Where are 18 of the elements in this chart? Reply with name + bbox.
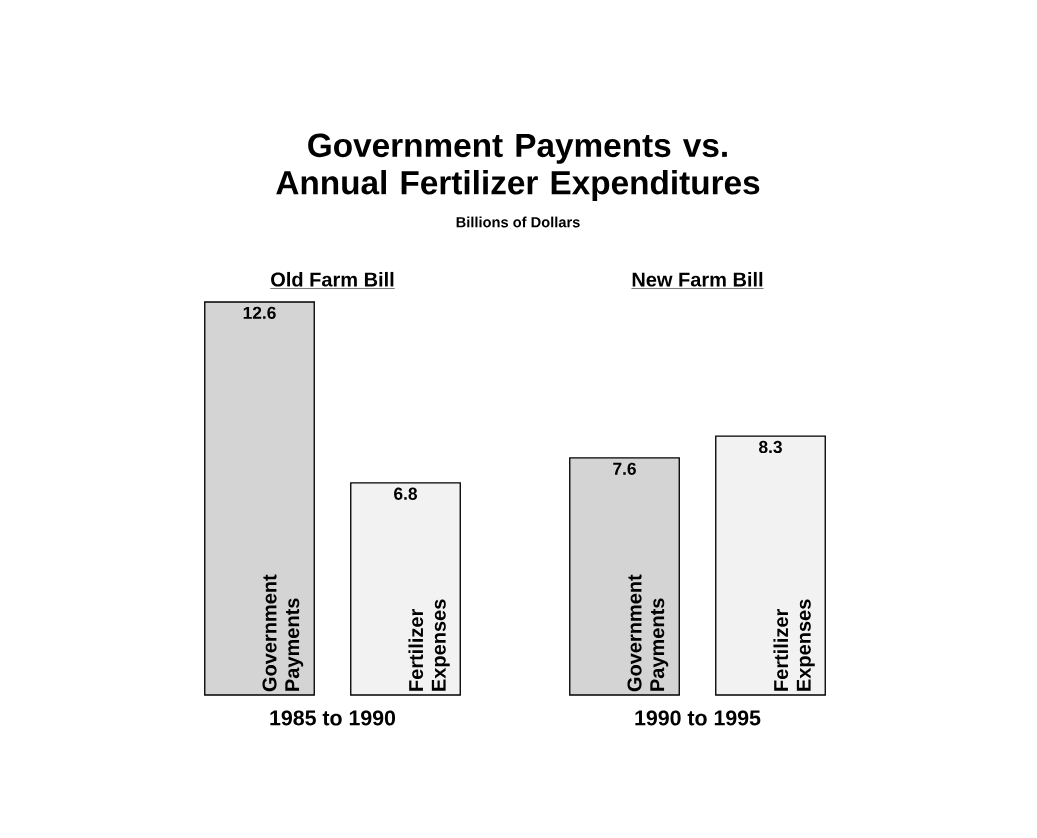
x-tick-label: 1985 to 1990 bbox=[270, 710, 396, 726]
text: Fertilizer Expenses bbox=[773, 599, 815, 691]
series-label: Government Payments bbox=[262, 574, 304, 692]
x-tick-label: 1990 to 1995 bbox=[635, 710, 761, 726]
chart-title: Government Payments vs. Annual Fertilizer Expenditures bbox=[276, 133, 760, 202]
data-label: 7.6 bbox=[613, 462, 636, 475]
series-label: Fertilizer Expenses bbox=[408, 599, 450, 691]
bar bbox=[204, 301, 315, 696]
bar bbox=[569, 457, 680, 696]
bar bbox=[350, 482, 461, 696]
text: Government Payments bbox=[627, 574, 669, 692]
text: New Farm Bill bbox=[632, 271, 763, 287]
text: Old Farm Bill bbox=[271, 271, 394, 287]
data-label: 12.6 bbox=[243, 306, 276, 319]
data-label: 8.3 bbox=[759, 440, 782, 454]
chart-subtitle: Billions of Dollars bbox=[456, 216, 580, 228]
data-label: 6.8 bbox=[394, 487, 418, 500]
bar bbox=[715, 435, 826, 696]
